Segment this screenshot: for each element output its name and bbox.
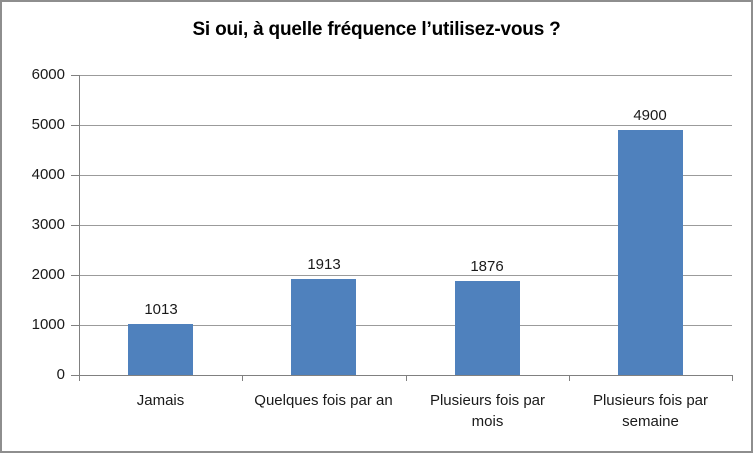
y-axis-tick-label: 1000: [31, 316, 65, 333]
bar: [455, 281, 520, 375]
bar-value-label: 4900: [633, 107, 667, 124]
x-axis-tick: [242, 375, 243, 381]
x-axis-tick: [569, 375, 570, 381]
bar: [128, 324, 193, 375]
gridline: [79, 75, 732, 76]
gridline: [79, 175, 732, 176]
bar-value-label: 1913: [307, 256, 341, 273]
gridline: [79, 225, 732, 226]
bar-value-label: 1013: [144, 301, 178, 318]
x-axis-tick: [406, 375, 407, 381]
y-axis-tick-label: 6000: [31, 66, 65, 83]
y-axis-tick: [71, 125, 79, 126]
y-axis-tick-label: 4000: [31, 166, 65, 183]
x-axis-category-text: Plusieurs fois par mois: [429, 392, 546, 430]
y-axis-tick-label: 2000: [31, 266, 65, 283]
y-axis-tick-label: 5000: [31, 116, 65, 133]
x-axis-category-text: Quelques fois par an: [254, 392, 393, 409]
y-axis-tick: [71, 225, 79, 226]
x-axis-category-label: Plusieurs fois par mois: [406, 390, 569, 432]
x-axis-category-text: Jamais: [136, 392, 185, 409]
gridline: [79, 325, 732, 326]
gridline: [79, 275, 732, 276]
bar: [618, 130, 683, 375]
x-axis-tick: [79, 375, 80, 381]
y-axis-tick-label: 3000: [31, 216, 65, 233]
x-axis-category-text: Plusieurs fois par semaine: [592, 392, 709, 430]
x-axis-category-label: Jamais: [79, 390, 242, 411]
y-axis-tick: [71, 175, 79, 176]
y-axis-tick: [71, 275, 79, 276]
y-axis-tick: [71, 325, 79, 326]
x-axis-category-label: Plusieurs fois par semaine: [569, 390, 732, 432]
chart-title: Si oui, à quelle fréquence l’utilisez-vo…: [192, 19, 561, 40]
y-axis-tick: [71, 375, 79, 376]
y-axis-line: [79, 75, 80, 375]
y-axis-tick-label: 0: [56, 366, 65, 383]
y-axis-tick: [71, 75, 79, 76]
x-axis-category-label: Quelques fois par an: [242, 390, 405, 411]
gridline: [79, 125, 732, 126]
bar: [291, 279, 356, 375]
x-axis-tick: [732, 375, 733, 381]
bar-value-label: 1876: [470, 258, 504, 275]
